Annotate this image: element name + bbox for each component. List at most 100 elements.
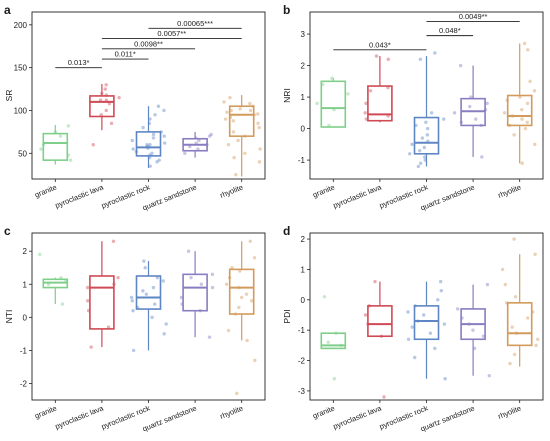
panel-label: c: [4, 224, 11, 238]
x-tick-label: rhyolite: [497, 404, 523, 421]
box-pyroclastic-rock: [413, 56, 440, 167]
box-iqr: [413, 305, 440, 341]
significance-label: 0.0057**: [157, 29, 186, 38]
data-point: [480, 155, 484, 159]
data-point: [422, 145, 427, 150]
data-point: [199, 282, 204, 286]
data-point: [162, 108, 166, 113]
box-pyroclastic-lava: [367, 56, 393, 123]
x-tick-label: granite: [33, 404, 58, 421]
box-iqr: [228, 268, 255, 315]
x-tick-label: rhyolite: [219, 183, 245, 200]
data-point: [197, 138, 201, 143]
x-tick-label: granite: [311, 404, 336, 421]
data-point: [523, 126, 528, 131]
y-axis-label: NRI: [282, 88, 292, 103]
box-iqr: [367, 85, 393, 122]
data-point: [510, 325, 514, 329]
data-point: [252, 256, 257, 260]
data-point: [59, 275, 63, 280]
data-point: [153, 113, 157, 117]
data-point: [131, 309, 135, 313]
data-point: [513, 295, 518, 299]
data-point: [85, 285, 90, 290]
box-iqr: [135, 131, 162, 157]
data-point: [161, 279, 165, 283]
data-point: [363, 313, 368, 317]
y-tick-label: 2: [301, 235, 306, 244]
data-point: [526, 48, 530, 52]
data-point: [418, 57, 423, 61]
data-point: [151, 132, 156, 137]
data-point: [425, 133, 430, 137]
y-axis-label: SR: [4, 90, 14, 102]
data-point: [141, 289, 145, 293]
y-tick-label: -1: [298, 156, 306, 165]
data-point: [183, 151, 187, 156]
data-point: [164, 322, 168, 326]
box-pyroclastic-rock: [135, 106, 162, 168]
y-tick-label: -2: [298, 357, 306, 366]
box-pyroclastic-rock: [135, 261, 162, 351]
data-point: [130, 138, 134, 143]
data-point: [226, 328, 231, 333]
data-point: [210, 272, 215, 277]
data-point: [424, 120, 428, 124]
data-point: [416, 164, 421, 169]
data-point: [145, 143, 149, 147]
data-point: [228, 95, 232, 100]
data-point: [428, 331, 433, 335]
data-point: [526, 316, 530, 320]
data-point: [452, 111, 457, 115]
data-point: [502, 111, 507, 115]
data-point: [210, 285, 215, 290]
data-point: [253, 358, 257, 363]
y-tick-label: -2: [20, 379, 28, 388]
box-rhyolite: [228, 95, 255, 177]
data-point: [58, 134, 63, 138]
data-point: [422, 313, 426, 317]
data-point: [231, 130, 236, 134]
y-tick-label: 0: [23, 313, 28, 322]
y-tick-label: 150: [14, 64, 28, 73]
y-tick-label: 2: [23, 247, 28, 256]
x-tick-label: pyroclastic lava: [54, 403, 106, 431]
data-point: [144, 292, 149, 296]
panel-label: d: [283, 224, 290, 238]
data-point: [512, 352, 517, 357]
data-point: [533, 142, 537, 147]
x-tick-label: granite: [311, 183, 336, 200]
panel-label: a: [4, 3, 11, 17]
data-point: [143, 266, 147, 270]
data-point: [39, 147, 43, 151]
y-tick-label: 200: [14, 21, 28, 30]
significance-label: 0.048*: [439, 26, 461, 35]
data-point: [238, 107, 242, 111]
data-point: [420, 136, 425, 140]
data-point: [532, 89, 537, 93]
data-point: [91, 143, 95, 147]
data-point: [418, 148, 422, 153]
data-point: [257, 125, 261, 130]
box-iqr: [228, 105, 255, 137]
panel-label: b: [283, 3, 290, 17]
data-point: [364, 101, 368, 106]
data-point: [238, 269, 242, 273]
y-axis-label: NTI: [4, 310, 14, 324]
data-point: [131, 147, 135, 151]
data-point: [534, 343, 538, 348]
data-point: [413, 355, 417, 360]
data-point: [368, 89, 373, 93]
data-point: [455, 307, 460, 311]
data-point: [223, 117, 228, 121]
data-point: [442, 117, 446, 121]
data-point: [429, 111, 434, 115]
data-point: [248, 108, 253, 113]
data-point: [151, 136, 156, 140]
data-point: [207, 335, 212, 339]
data-point: [522, 41, 527, 46]
box-quartz-sandstone: [182, 131, 208, 158]
